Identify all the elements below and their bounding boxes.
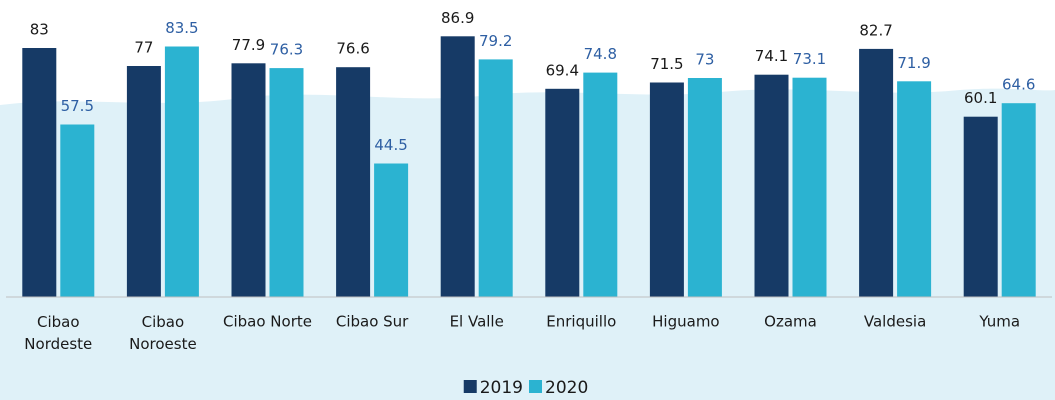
value-label: 83.5 xyxy=(165,19,198,37)
value-label: 57.5 xyxy=(61,97,94,115)
x-tick-label: Cibao Noroeste xyxy=(129,313,197,353)
bar xyxy=(583,72,618,297)
bar xyxy=(478,59,513,298)
bar xyxy=(859,48,894,298)
x-tick-label: Higuamo xyxy=(652,313,719,331)
bar xyxy=(164,46,199,297)
bar xyxy=(60,124,95,297)
x-tick-label: Valdesia xyxy=(864,313,926,331)
bar xyxy=(687,78,722,297)
x-tick-label: Cibao Sur xyxy=(336,313,409,331)
value-label: 71.5 xyxy=(650,55,683,73)
bar xyxy=(374,163,409,297)
bar xyxy=(754,74,789,297)
value-label: 83 xyxy=(30,21,49,39)
bar xyxy=(440,36,475,298)
bar xyxy=(336,67,371,297)
value-label: 44.5 xyxy=(374,136,407,154)
bar xyxy=(649,82,684,297)
legend-swatch xyxy=(529,380,542,393)
bar xyxy=(126,66,161,297)
value-label: 82.7 xyxy=(859,21,892,39)
value-label: 79.2 xyxy=(479,32,512,50)
x-tick-label: Yuma xyxy=(978,313,1020,331)
value-label: 77.9 xyxy=(232,36,265,54)
bar xyxy=(897,81,932,297)
x-tick-label: Ozama xyxy=(764,313,817,331)
bar xyxy=(231,63,266,297)
x-tick-label: Cibao Nordeste xyxy=(24,313,92,353)
value-label: 71.9 xyxy=(897,54,930,72)
bar xyxy=(545,88,580,297)
bar xyxy=(963,116,998,297)
value-label: 64.6 xyxy=(1002,76,1035,94)
value-label: 74.1 xyxy=(755,47,788,65)
value-label: 76.3 xyxy=(270,41,303,59)
bar xyxy=(1001,103,1036,297)
value-label: 73.1 xyxy=(793,50,826,68)
legend-label: 2020 xyxy=(545,378,588,398)
value-label: 77 xyxy=(134,39,153,57)
legend-swatch xyxy=(463,380,477,393)
x-tick-label: El Valle xyxy=(450,313,504,331)
bar xyxy=(22,48,57,297)
x-tick-label: Cibao Norte xyxy=(223,313,312,331)
value-label: 86.9 xyxy=(441,9,474,27)
x-tick-label: Enriquillo xyxy=(546,313,616,331)
value-label: 73 xyxy=(695,51,714,69)
value-label: 60.1 xyxy=(964,89,997,107)
value-label: 69.4 xyxy=(546,61,579,79)
value-label: 74.8 xyxy=(584,45,617,63)
legend-label: 2019 xyxy=(480,378,523,398)
bar xyxy=(792,77,827,297)
bar xyxy=(269,68,304,297)
value-label: 76.6 xyxy=(336,40,369,58)
